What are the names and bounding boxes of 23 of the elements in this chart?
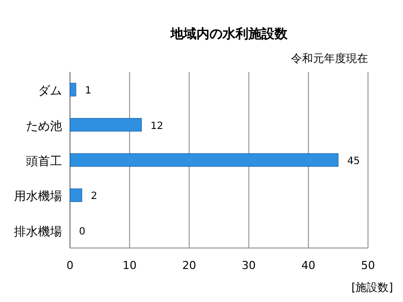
- x-tick-label: 50: [361, 259, 375, 272]
- data-label: 12: [150, 120, 164, 132]
- x-tick-label: 20: [182, 259, 196, 272]
- data-label: 1: [84, 86, 92, 97]
- data-label: 0: [79, 226, 86, 238]
- x-tick-label: 40: [301, 259, 316, 272]
- x-axis-title: [施設数]: [351, 281, 393, 294]
- bar: [70, 188, 82, 202]
- x-tick-label: 30: [242, 259, 256, 272]
- chart-subtitle: 令和元年度現在: [291, 52, 368, 65]
- data-label: 45: [347, 156, 360, 167]
- y-tick-label: ため池: [26, 118, 62, 133]
- chart-title: 地域内の水利施設数: [170, 26, 288, 42]
- data-label: 2: [90, 191, 98, 202]
- y-tick-label: 頭首工: [26, 154, 62, 168]
- bar: [70, 118, 142, 132]
- x-tick-label: 0: [66, 259, 74, 272]
- bar: [70, 153, 338, 167]
- y-tick-label: 排水機場: [14, 224, 62, 238]
- bar: [70, 82, 76, 96]
- y-tick-label: 用水機場: [14, 189, 62, 204]
- y-tick-label: ダム: [38, 84, 62, 98]
- x-tick-label: 10: [122, 259, 137, 272]
